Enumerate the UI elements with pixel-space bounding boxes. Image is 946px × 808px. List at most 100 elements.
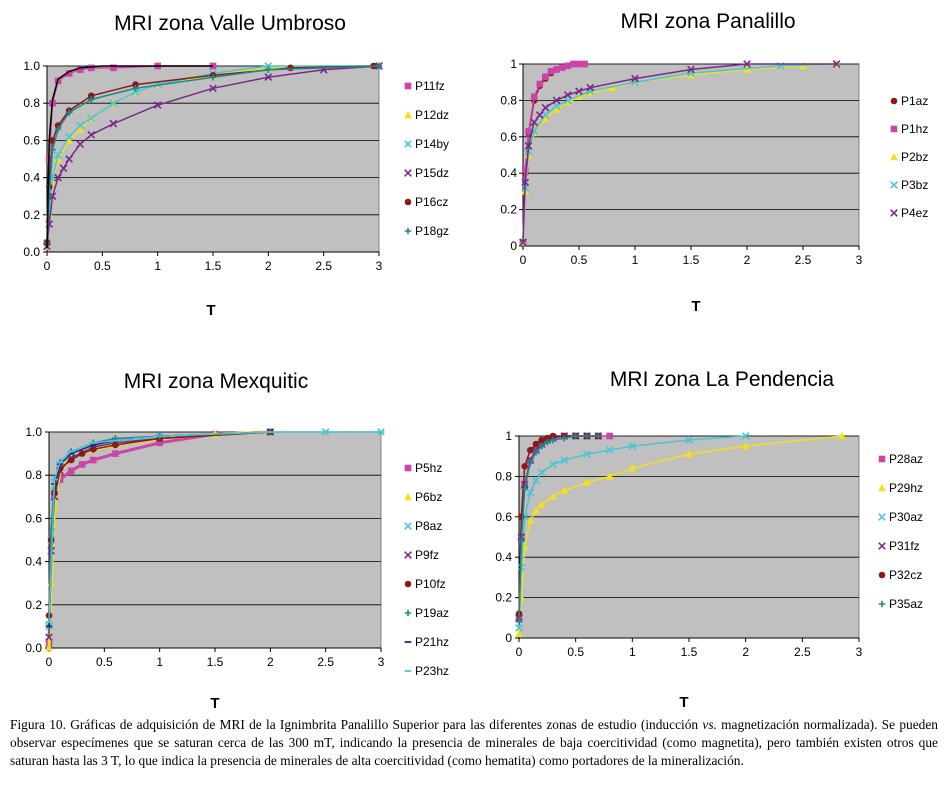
data-point: [132, 85, 139, 92]
figure-caption: Figura 10. Gráficas de adquisición de MR…: [10, 716, 938, 770]
legend-label: P35az: [889, 597, 923, 611]
y-tick-label: 1.0: [23, 59, 40, 73]
series-P29hz: [515, 431, 846, 638]
data-point: [838, 431, 846, 440]
data-point: [375, 62, 383, 70]
x-tick-label: 3: [856, 645, 863, 659]
y-tick-label: 0.2: [495, 591, 512, 605]
x-tick-label: 1: [629, 645, 636, 659]
data-point: [265, 66, 272, 74]
data-point: [521, 485, 528, 492]
data-point: [575, 87, 583, 96]
data-point: [631, 74, 639, 83]
x-tick-label: 2: [742, 645, 749, 659]
legend-marker: [878, 542, 886, 550]
data-point: [527, 458, 534, 466]
data-point: [48, 192, 57, 201]
legend-marker: [878, 483, 886, 492]
data-point: [628, 442, 637, 450]
data-point: [65, 155, 73, 163]
caption-part1: Gráficas de adquisición de MRI de la Ign…: [70, 717, 703, 732]
series-unlabeled: [46, 65, 213, 249]
data-point: [153, 101, 162, 109]
chart-title: MRI zona La Pendencia: [610, 368, 834, 391]
data-point: [65, 70, 73, 77]
legend-label: P15dz: [415, 166, 449, 180]
data-point: [49, 146, 56, 153]
data-point: [549, 460, 557, 469]
data-point: [532, 476, 540, 485]
data-point: [552, 96, 561, 105]
series-line: [518, 435, 843, 635]
data-point: [517, 537, 525, 545]
data-point: [553, 66, 560, 73]
legend-marker: [404, 198, 412, 206]
legend-label: P12dz: [415, 108, 449, 122]
plot-area: [522, 63, 860, 247]
data-point: [132, 81, 139, 88]
legend-label: P8az: [415, 519, 442, 533]
series-line: [48, 431, 381, 623]
data-point: [45, 633, 53, 642]
legend-marker: [890, 181, 898, 189]
x-tick-label: 2: [267, 655, 274, 669]
legend-marker: [404, 110, 412, 119]
data-point: [741, 441, 750, 450]
chart-1: MRI zona Valle Umbroso 0.0 0.2 0.4 0.6 0.8 1.0…: [23, 12, 449, 319]
data-point: [54, 173, 62, 182]
data-point: [524, 142, 533, 150]
data-point: [45, 643, 53, 652]
data-point: [76, 121, 85, 130]
data-point: [583, 478, 591, 486]
data-point: [575, 60, 583, 68]
data-point: [538, 436, 545, 444]
legend-marker: [404, 551, 412, 559]
data-point: [530, 93, 538, 101]
data-point: [76, 66, 84, 74]
data-point: [564, 97, 572, 106]
y-tick-label: 0.2: [500, 203, 517, 217]
data-point: [549, 436, 557, 444]
caption-vs: vs.: [702, 717, 717, 732]
y-tick-label: 1: [510, 57, 517, 71]
data-point: [687, 70, 695, 79]
legend-label: P28az: [889, 452, 923, 466]
legend-marker: [890, 209, 898, 217]
data-point: [605, 472, 614, 480]
data-point: [521, 166, 529, 173]
legend-marker: [404, 580, 412, 588]
data-point: [264, 62, 273, 70]
y-tick-label: 0.8: [500, 93, 517, 107]
y-tick-label: 0.0: [23, 245, 40, 259]
series-line: [46, 65, 213, 249]
x-tick-label: 1: [632, 253, 639, 267]
data-point: [535, 111, 544, 119]
data-point: [544, 438, 551, 446]
data-point: [209, 73, 217, 81]
plot-area: [48, 431, 382, 649]
x-tick-label: 0.5: [567, 645, 584, 659]
y-tick-label: 0.8: [23, 96, 40, 110]
data-point: [685, 436, 693, 444]
data-point: [561, 434, 568, 442]
data-point: [89, 456, 97, 464]
data-point: [110, 64, 117, 72]
data-point: [515, 624, 523, 632]
y-tick-label: 0.4: [25, 555, 42, 569]
x-tick-label: 0.5: [96, 655, 113, 669]
y-tick-label: 0.6: [23, 133, 40, 147]
x-tick-label: 0.5: [94, 259, 111, 273]
data-point: [78, 461, 86, 468]
legend-label: P10fz: [415, 577, 446, 591]
data-point: [54, 125, 62, 133]
legend-marker: [878, 571, 886, 579]
x-axis-label: T: [206, 302, 215, 319]
data-point: [560, 486, 569, 494]
data-point: [541, 103, 550, 112]
y-tick-label: 0.8: [25, 468, 42, 482]
x-tick-label: 1.5: [205, 259, 222, 273]
data-point: [549, 492, 557, 500]
series-line: [522, 63, 837, 243]
data-point: [741, 432, 750, 440]
chart-3: MRI zona Mexquitic 0.0 0.2 0.4 0.6 0.8 1.0 0 0.5…: [25, 370, 449, 712]
